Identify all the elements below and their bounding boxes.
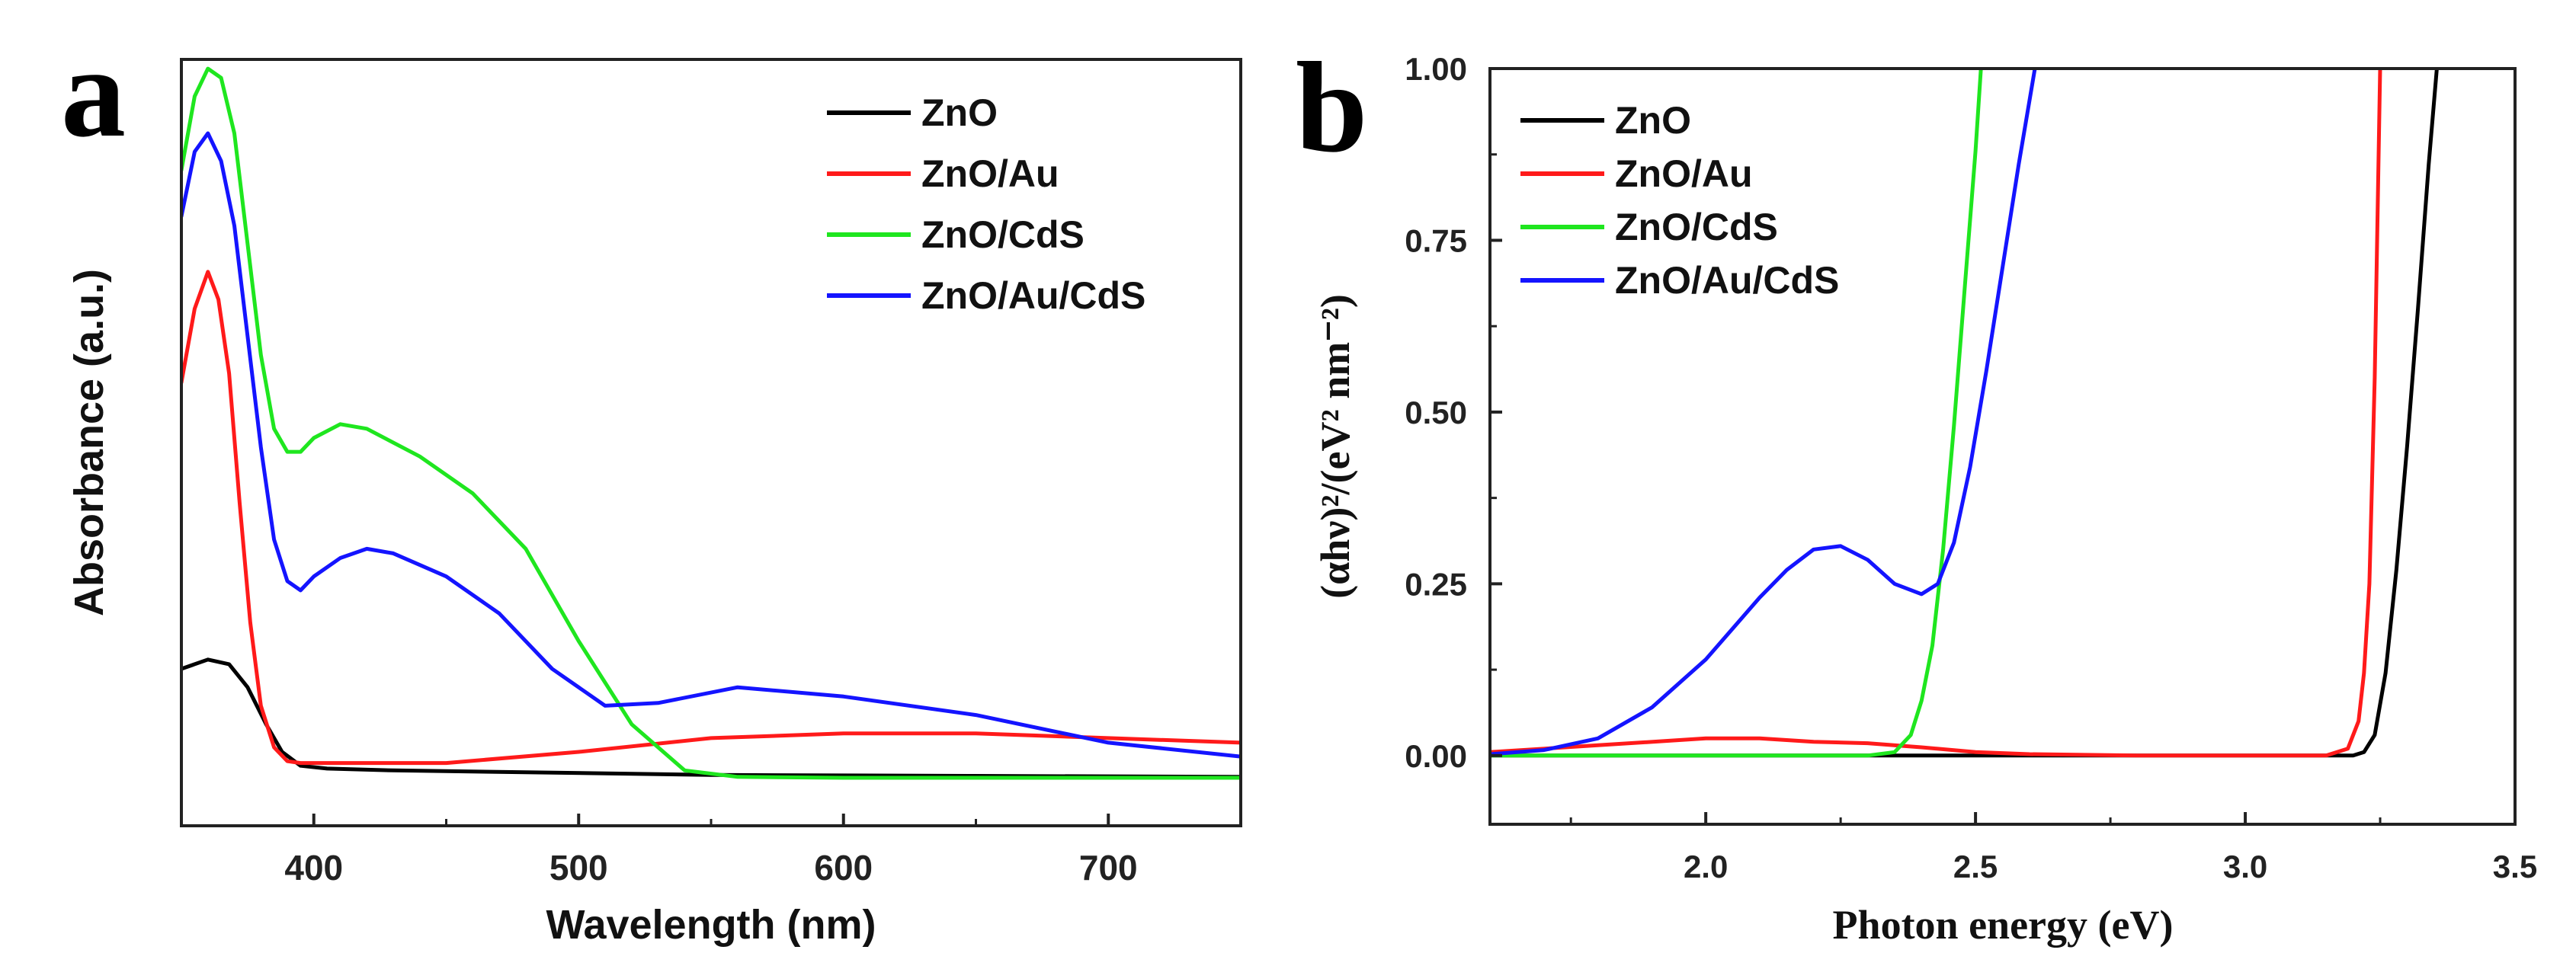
panel-label-b: b (1296, 36, 1368, 179)
chart-b-ytick-label: 1.00 (1405, 51, 1467, 87)
chart-a-series-zno-cds (181, 66, 1241, 780)
chart-a-legend-label: ZnO/Au (921, 152, 1059, 195)
chart-b-xtick-label: 2.0 (1684, 849, 1728, 884)
chart-b-xtick-label: 2.5 (1953, 849, 1998, 884)
chart-b-ytick-label: 0.25 (1405, 566, 1467, 602)
chart-a-xtick-label: 600 (814, 848, 873, 887)
chart-a-ylabel: Absorbance (a.u.) (66, 269, 112, 616)
chart-b-series-zno (1490, 69, 2439, 758)
chart-b: 2.0 2.5 3.0 3.5 0.00 0.25 0.50 0.75 1.00 ZnO ZnO/… (1312, 51, 2537, 948)
chart-b-ytick-label: 0.00 (1405, 738, 1467, 774)
chart-a-xtick-label: 500 (549, 848, 608, 887)
chart-b-series-zno-cds (1490, 69, 1983, 758)
chart-a-frame (180, 58, 1242, 827)
chart-b-legend-label: ZnO/Au/CdS (1615, 259, 1839, 302)
chart-a-series-zno (181, 657, 1241, 779)
chart-b-series-zno-au-cds (1490, 69, 2037, 756)
chart-a-xtick-label: 700 (1079, 848, 1138, 887)
chart-a: 400 500 600 700 ZnOZnO/AuZnO/CdSZnO/Au/CdS … (66, 58, 1242, 948)
chart-a-xlabel: Wavelength (nm) (546, 902, 876, 948)
chart-b-ytick-label: 0.75 (1405, 222, 1467, 258)
chart-b-ytick-label: 0.50 (1405, 395, 1467, 430)
chart-a-legend-label: ZnO/Au/CdS (921, 274, 1145, 317)
chart-a-xtick-label: 400 (284, 848, 343, 887)
chart-b-xtick-label: 3.0 (2223, 849, 2267, 884)
panel-label-a: a (61, 21, 126, 164)
chart-b-series-zno-au (1490, 69, 2382, 758)
chart-b-legend-label: ZnO (1615, 99, 1691, 142)
chart-a-legend-label: ZnO/CdS (921, 213, 1085, 256)
chart-b-xtick-label: 3.5 (2493, 849, 2537, 884)
chart-b-legend-label: ZnO/Au (1615, 152, 1753, 195)
chart-a-legend-label: ZnO (921, 91, 998, 134)
chart-b-frame (1488, 67, 2517, 826)
chart-a-series-zno-au (181, 270, 1241, 766)
chart-b-xlabel: Photon energy (eV) (1833, 902, 2174, 948)
chart-b-ylabel: (αhν)²/(eV² nm⁻²) (1312, 294, 1358, 599)
chart-b-legend-label: ZnO/CdS (1615, 206, 1778, 248)
chart-a-series-zno-au-cds (181, 131, 1241, 759)
